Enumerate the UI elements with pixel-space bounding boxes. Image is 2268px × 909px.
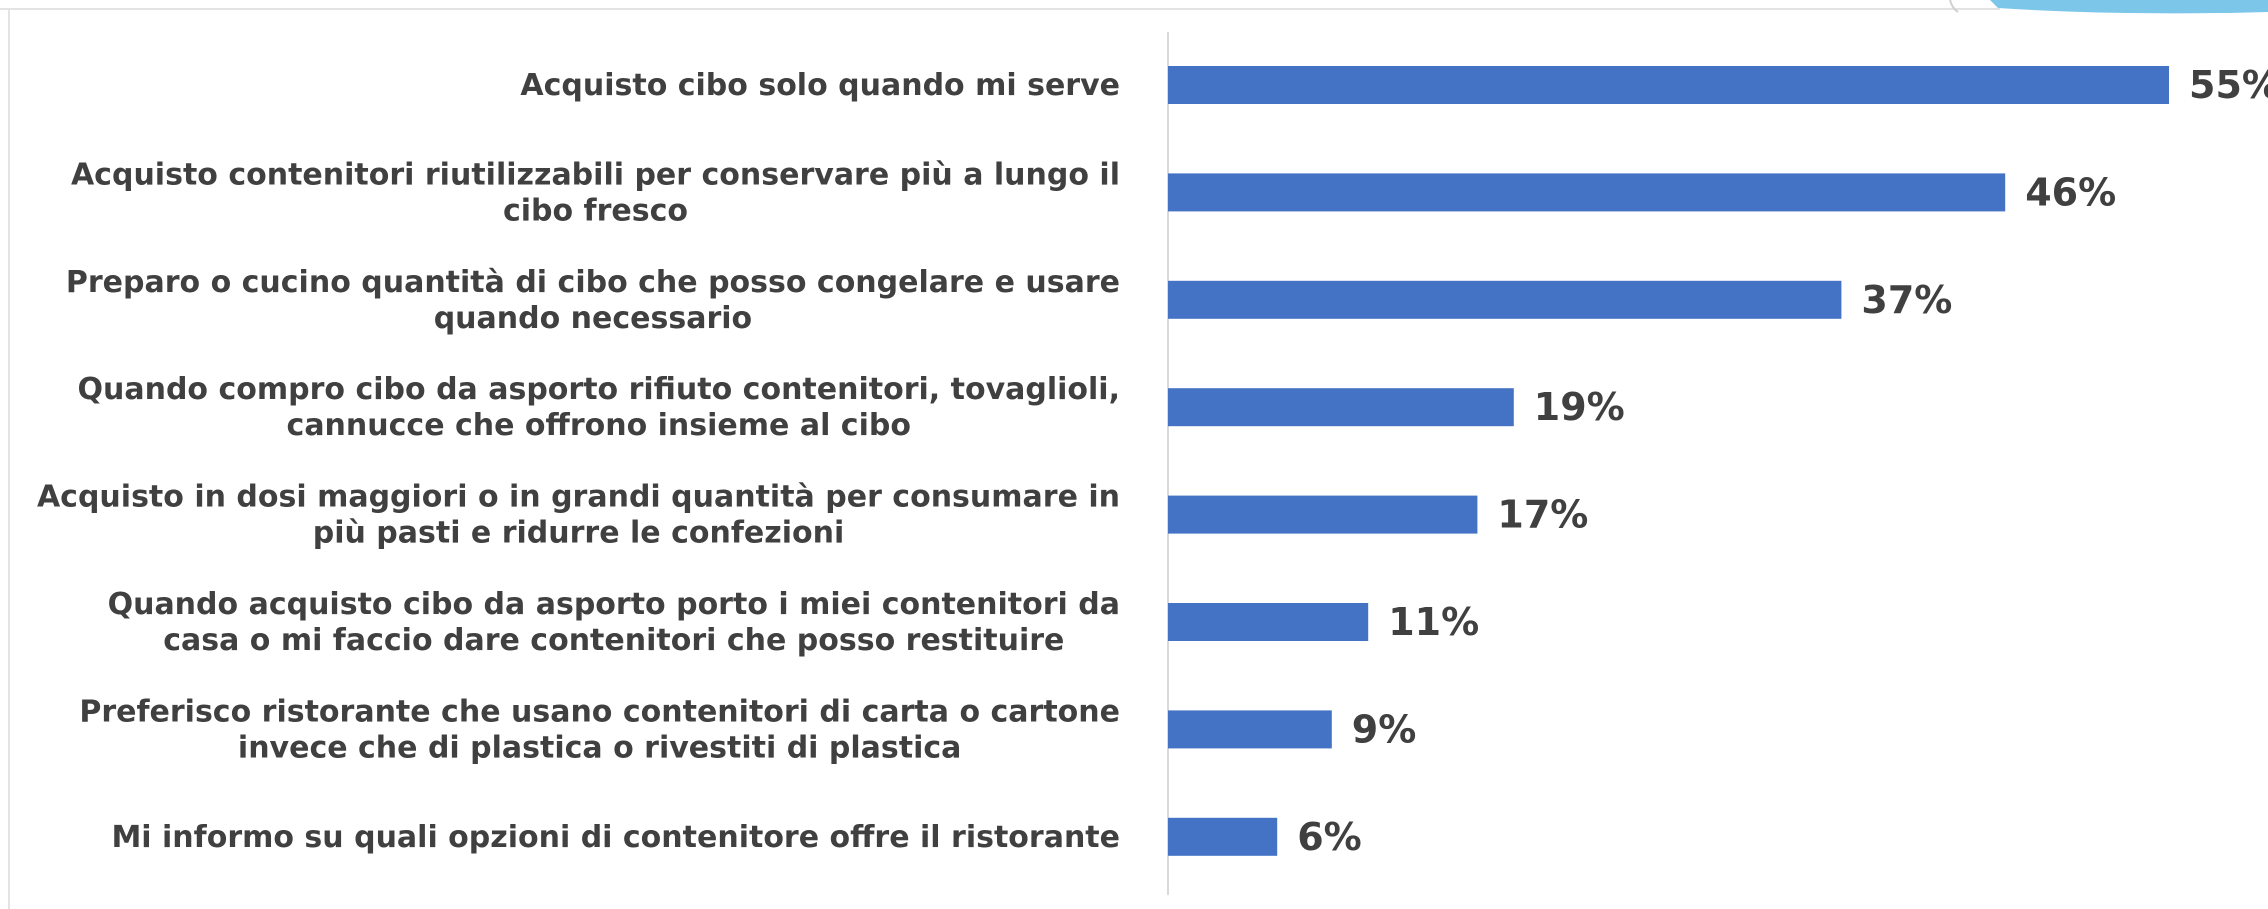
bar-7 (1168, 710, 1332, 749)
data-label-8: 6% (1297, 815, 1362, 859)
bar-8 (1168, 817, 1278, 856)
bars-group (1168, 66, 2169, 856)
category-label-2: Acquisto contenitori riutilizzabili per … (71, 157, 1120, 228)
category-label-6: Quando acquisto cibo da asporto porto i … (108, 587, 1120, 658)
bar-6 (1168, 603, 1369, 641)
decorative-accent-curve (1949, 0, 1959, 13)
category-label-5: Acquisto in dosi maggiori o in grandi qu… (37, 480, 1120, 551)
data-label-1: 55% (2189, 63, 2268, 107)
category-labels-group: Acquisto cibo solo quando mi serve Acquis… (37, 68, 1120, 855)
data-label-6: 11% (1388, 600, 1479, 644)
data-label-7: 9% (1352, 707, 1417, 751)
data-label-4: 19% (1534, 385, 1625, 429)
category-label-7: Preferisco ristorante che usano contenit… (79, 694, 1120, 765)
decorative-accent-shape (1990, 0, 2268, 14)
category-label-3: Preparo o cucino quantità di cibo che po… (66, 265, 1120, 336)
category-label-1: Acquisto cibo solo quando mi serve (520, 68, 1120, 103)
data-label-5: 17% (1497, 493, 1588, 537)
data-label-3: 37% (1861, 278, 1952, 322)
bar-5 (1168, 495, 1478, 534)
category-label-4: Quando compro cibo da asporto rifiuto co… (78, 372, 1121, 443)
bar-1 (1168, 66, 2169, 104)
bar-4 (1168, 388, 1514, 427)
bar-3 (1168, 280, 1842, 319)
bar-2 (1168, 173, 2006, 212)
data-label-2: 46% (2025, 170, 2116, 214)
value-labels-group: 55% 46% 37% 19% 17% 11% 9% 6% (1297, 63, 2268, 859)
category-label-8: Mi informo su quali opzioni di contenito… (111, 820, 1120, 855)
